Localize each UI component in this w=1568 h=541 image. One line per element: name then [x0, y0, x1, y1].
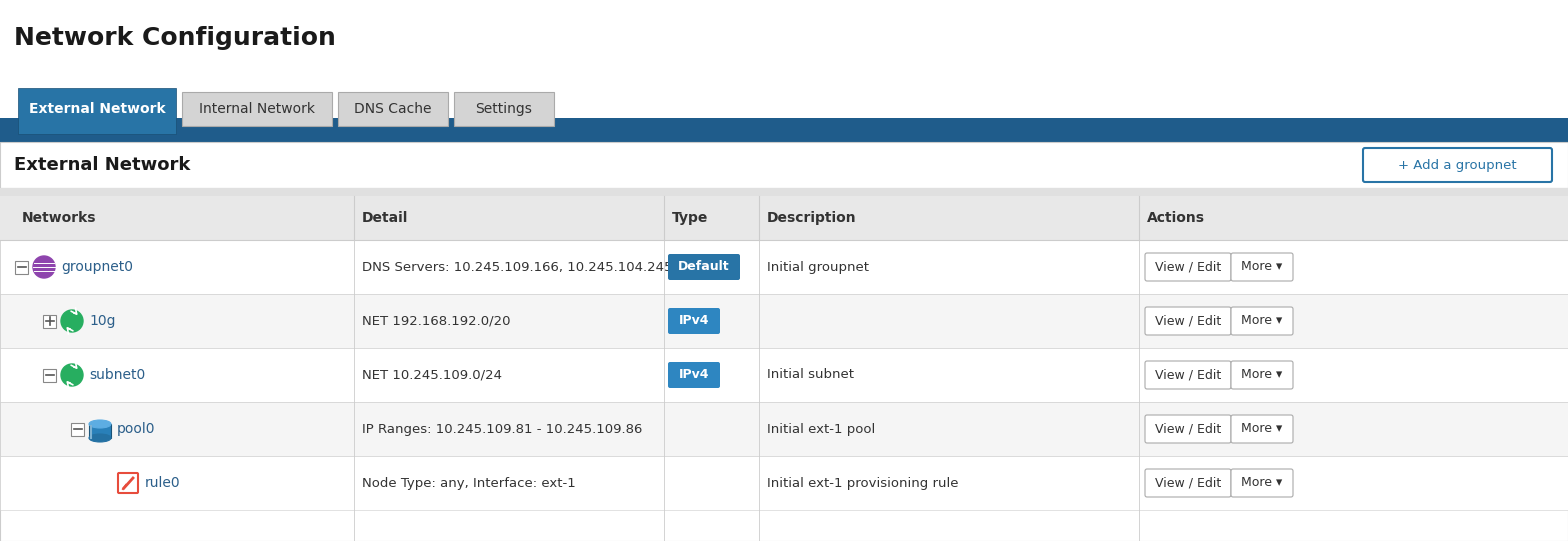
Text: More ▾: More ▾	[1242, 261, 1283, 274]
Text: View / Edit: View / Edit	[1156, 368, 1221, 381]
Text: Node Type: any, Interface: ext-1: Node Type: any, Interface: ext-1	[362, 477, 575, 490]
Text: groupnet0: groupnet0	[61, 260, 133, 274]
Bar	[0, 118, 1568, 164]
Text: More ▾: More ▾	[1242, 368, 1283, 381]
FancyBboxPatch shape	[1145, 253, 1231, 281]
Bar	[339, 92, 448, 126]
Text: More ▾: More ▾	[1242, 314, 1283, 327]
Text: View / Edit: View / Edit	[1156, 261, 1221, 274]
Text: DNS Cache: DNS Cache	[354, 102, 431, 116]
Text: IPv4: IPv4	[679, 314, 709, 327]
Bar	[0, 188, 1568, 541]
Text: Initial groupnet: Initial groupnet	[767, 261, 869, 274]
Text: + Add a groupnet: + Add a groupnet	[1399, 159, 1516, 171]
Text: DNS Servers: 10.245.109.166, 10.245.104.245: DNS Servers: 10.245.109.166, 10.245.104.…	[362, 261, 673, 274]
Bar	[0, 196, 1568, 240]
Ellipse shape	[89, 434, 111, 442]
Text: 10g: 10g	[89, 314, 116, 328]
Text: Settings: Settings	[475, 102, 533, 116]
Text: Type: Type	[673, 211, 709, 225]
Bar	[44, 314, 56, 327]
Circle shape	[61, 364, 83, 386]
Bar	[0, 402, 1568, 456]
FancyBboxPatch shape	[1145, 469, 1231, 497]
Bar	[0, 142, 1568, 188]
FancyBboxPatch shape	[668, 362, 720, 388]
FancyBboxPatch shape	[1231, 307, 1294, 335]
Circle shape	[33, 256, 55, 278]
Bar	[0, 294, 1568, 348]
Text: External Network: External Network	[14, 156, 190, 174]
Text: NET 10.245.109.0/24: NET 10.245.109.0/24	[362, 368, 502, 381]
Text: Network Configuration: Network Configuration	[14, 26, 336, 50]
Text: View / Edit: View / Edit	[1156, 477, 1221, 490]
Text: External Network: External Network	[28, 102, 165, 116]
Text: Detail: Detail	[362, 211, 408, 225]
Text: Internal Network: Internal Network	[199, 102, 315, 116]
Text: More ▾: More ▾	[1242, 477, 1283, 490]
Text: rule0: rule0	[144, 476, 180, 490]
Bar	[0, 348, 1568, 402]
Text: Actions: Actions	[1148, 211, 1204, 225]
Bar	[0, 456, 1568, 510]
Bar	[17, 88, 176, 134]
FancyBboxPatch shape	[1363, 148, 1552, 182]
Bar	[44, 368, 56, 381]
Text: Initial ext-1 provisioning rule: Initial ext-1 provisioning rule	[767, 477, 958, 490]
Ellipse shape	[89, 420, 111, 428]
Text: pool0: pool0	[118, 422, 155, 436]
FancyBboxPatch shape	[118, 473, 138, 493]
Text: Networks: Networks	[22, 211, 97, 225]
FancyBboxPatch shape	[668, 308, 720, 334]
Circle shape	[61, 310, 83, 332]
FancyBboxPatch shape	[1231, 415, 1294, 443]
Text: Default: Default	[679, 261, 729, 274]
FancyBboxPatch shape	[89, 424, 111, 438]
Text: IPv4: IPv4	[679, 368, 709, 381]
FancyBboxPatch shape	[1145, 415, 1231, 443]
Text: Initial ext-1 pool: Initial ext-1 pool	[767, 423, 875, 436]
Text: IP Ranges: 10.245.109.81 - 10.245.109.86: IP Ranges: 10.245.109.81 - 10.245.109.86	[362, 423, 643, 436]
Text: NET 192.168.192.0/20: NET 192.168.192.0/20	[362, 314, 511, 327]
Bar	[16, 261, 28, 274]
FancyBboxPatch shape	[1231, 469, 1294, 497]
Bar	[0, 240, 1568, 294]
Text: subnet0: subnet0	[89, 368, 146, 382]
FancyBboxPatch shape	[1145, 307, 1231, 335]
Bar	[182, 92, 332, 126]
Text: Initial subnet: Initial subnet	[767, 368, 855, 381]
FancyBboxPatch shape	[668, 254, 740, 280]
Bar	[0, 188, 1568, 196]
Text: Description: Description	[767, 211, 856, 225]
FancyBboxPatch shape	[1231, 253, 1294, 281]
Bar	[455, 92, 554, 126]
FancyBboxPatch shape	[1145, 361, 1231, 389]
Text: More ▾: More ▾	[1242, 423, 1283, 436]
Bar	[72, 423, 85, 436]
Text: View / Edit: View / Edit	[1156, 314, 1221, 327]
FancyBboxPatch shape	[1231, 361, 1294, 389]
Text: View / Edit: View / Edit	[1156, 423, 1221, 436]
